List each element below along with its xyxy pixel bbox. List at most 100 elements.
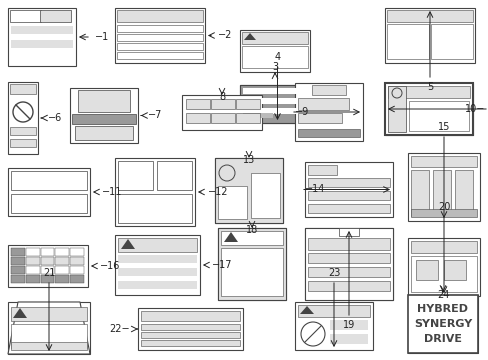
Bar [141,332,240,338]
Bar [305,228,392,300]
Bar [185,113,209,123]
Polygon shape [13,308,27,318]
Bar [243,88,311,94]
Bar [415,260,437,280]
Bar [210,113,235,123]
Bar [70,88,138,143]
Bar [305,162,392,217]
Text: −1: −1 [95,32,109,42]
Bar [40,10,70,22]
Bar [157,161,192,190]
Bar [243,108,311,114]
Bar [11,275,25,283]
Bar [78,90,130,112]
Polygon shape [244,33,256,40]
Polygon shape [338,228,358,236]
Bar [307,281,389,291]
Bar [182,95,262,130]
Bar [443,260,465,280]
Bar [384,83,472,135]
Text: 3: 3 [271,62,278,72]
Text: −16: −16 [100,261,120,271]
Text: 19: 19 [342,320,354,330]
Bar [141,324,240,330]
Bar [141,311,240,321]
Bar [8,245,88,287]
Bar [243,113,272,118]
Bar [11,26,73,34]
Text: 15: 15 [437,122,449,132]
Bar [307,204,389,213]
Bar [242,46,307,68]
Polygon shape [224,232,238,242]
Text: 21: 21 [43,268,55,278]
Bar [117,43,203,50]
Text: −11: −11 [102,187,122,197]
Text: 4: 4 [274,52,280,62]
Bar [407,295,477,353]
Bar [11,324,87,348]
Bar [138,308,243,350]
Text: −14: −14 [305,184,325,194]
Bar [215,158,283,223]
Bar [185,99,209,109]
Bar [297,113,342,123]
Bar [11,40,73,48]
Bar [307,165,336,175]
Bar [307,267,389,277]
Bar [10,10,41,22]
Bar [384,83,472,135]
Bar [329,320,367,330]
Bar [8,302,90,354]
Bar [430,24,472,59]
Bar [8,82,38,154]
Bar [215,158,283,223]
Text: 24: 24 [436,290,448,300]
Text: DRIVE: DRIVE [423,333,461,343]
Bar [221,248,283,296]
Polygon shape [8,302,90,354]
Text: 10−: 10− [464,104,484,114]
Bar [410,209,476,217]
Bar [243,98,311,104]
Text: 20: 20 [437,202,449,212]
Bar [11,266,25,274]
Bar [297,98,348,110]
Bar [218,228,285,300]
Bar [55,275,69,283]
Bar [11,257,25,265]
Bar [218,228,285,300]
Bar [115,235,200,295]
Text: HYBRED: HYBRED [417,305,468,315]
Bar [41,275,54,283]
Bar [118,255,197,263]
Bar [55,248,69,256]
Bar [210,99,235,109]
Bar [387,86,469,98]
Bar [118,238,197,252]
Bar [240,85,314,123]
Bar [10,84,36,94]
Bar [329,334,367,344]
Bar [386,10,472,22]
Bar [117,25,203,32]
Bar [8,8,76,66]
Text: 5: 5 [426,82,432,92]
Bar [11,171,87,190]
Polygon shape [121,239,135,249]
Bar [115,158,195,226]
Bar [70,275,84,283]
Bar [410,256,476,292]
Text: −6: −6 [48,113,62,123]
Bar [236,99,260,109]
Bar [432,170,450,216]
Text: 23: 23 [327,268,340,278]
Text: 13: 13 [243,155,255,165]
Bar [115,8,204,63]
Bar [118,268,197,276]
Bar [75,126,133,140]
Bar [70,257,84,265]
Bar [118,194,192,223]
Bar [117,34,203,41]
Bar [11,307,87,321]
